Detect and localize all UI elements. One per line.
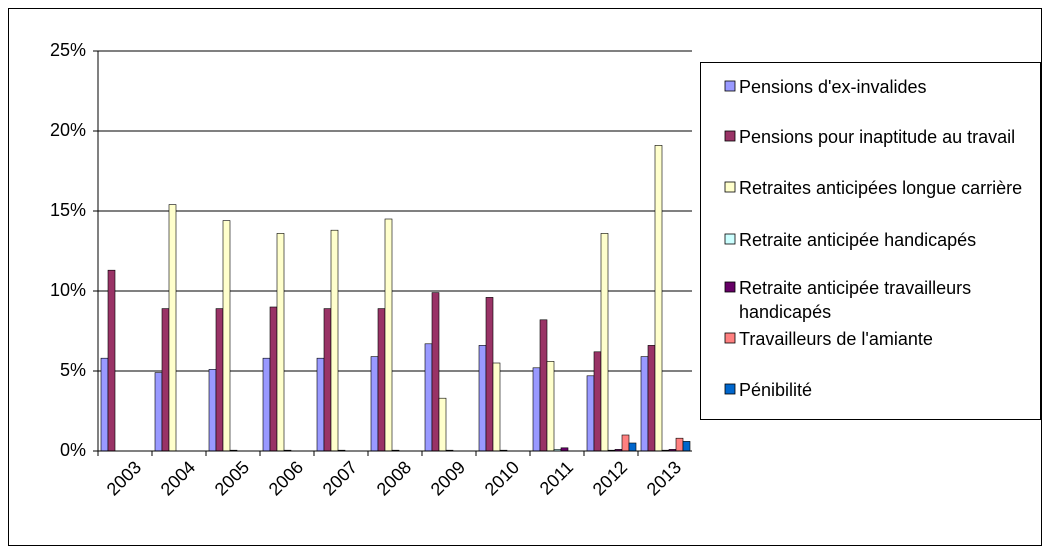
y-tick-label: 10% (50, 280, 86, 300)
bar (262, 357, 271, 452)
legend-label: Pensions pour inaptitude au travail (739, 127, 1016, 147)
legend-swatch (724, 383, 736, 395)
legend-label: Travailleurs de l'amiante (739, 329, 933, 349)
legend-swatch (724, 281, 736, 293)
bar (600, 233, 609, 452)
legend-swatch (724, 181, 736, 193)
legend-box (700, 62, 1041, 420)
legend-label: Retraite anticipée handicapés (739, 230, 977, 250)
bar (438, 397, 447, 452)
bar (593, 351, 602, 452)
bar (269, 306, 278, 452)
bar (370, 356, 379, 452)
bar (628, 442, 637, 452)
bar (215, 308, 224, 452)
legend-label: Pénibilité (739, 380, 813, 400)
y-tick-label: 5% (60, 360, 86, 380)
legend-label: Retraites anticipées longue carrière (739, 178, 1023, 198)
bar (546, 361, 555, 452)
legend-swatch (724, 80, 736, 92)
bar (168, 204, 177, 452)
bar (682, 441, 691, 452)
legend-swatch (724, 332, 736, 344)
bar (539, 319, 548, 452)
bar (323, 308, 332, 452)
bar (586, 375, 595, 452)
bar (640, 356, 649, 452)
bar (161, 308, 170, 452)
legend-label: Retraite anticipée travailleurs handicap… (739, 278, 972, 322)
bar (647, 345, 656, 452)
y-tick-label: 0% (60, 440, 86, 460)
bar (431, 292, 440, 452)
bar (654, 145, 663, 452)
bar (330, 229, 339, 452)
bar (377, 308, 386, 452)
bar (478, 345, 487, 452)
legend-swatch (724, 233, 736, 245)
bar (100, 357, 109, 452)
bar (532, 367, 541, 452)
bar (222, 220, 231, 452)
bar (621, 434, 630, 452)
bar (384, 218, 393, 452)
bar (107, 269, 116, 452)
bar (316, 357, 325, 452)
y-tick-label: 15% (50, 200, 86, 220)
bar (276, 233, 285, 452)
bar (424, 343, 433, 452)
bar (154, 372, 163, 452)
bar (675, 437, 684, 452)
y-tick-label: 20% (50, 120, 86, 140)
bar (208, 369, 217, 452)
y-tick-label: 25% (50, 40, 86, 60)
legend-swatch (724, 130, 736, 142)
legend-label: Pensions d'ex-invalides (739, 77, 927, 97)
bar (492, 362, 501, 452)
bar (485, 297, 494, 452)
